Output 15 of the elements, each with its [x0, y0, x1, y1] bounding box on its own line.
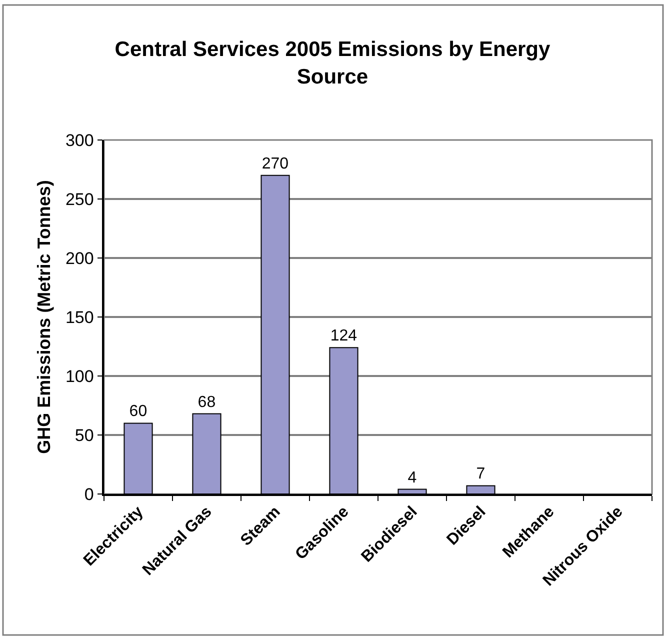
chart-title: Central Services 2005 Emissions by Energy Source — [114, 38, 551, 88]
y-tick-label: 100 — [65, 366, 94, 386]
data-label: 68 — [198, 394, 216, 411]
y-axis-title: GHG Emissions (Metric Tonnes) — [34, 180, 54, 454]
data-label: 4 — [408, 469, 417, 486]
y-tick-label: 300 — [65, 130, 94, 150]
y-tick-label: 150 — [65, 308, 94, 327]
data-label: 270 — [262, 155, 289, 172]
data-label: 7 — [476, 466, 486, 483]
y-tick-label: 250 — [65, 190, 94, 209]
y-tick-label: 50 — [74, 426, 94, 445]
data-label: 60 — [129, 403, 148, 420]
y-tick-label: 0 — [84, 484, 94, 504]
y-tick-label: 200 — [65, 248, 94, 268]
data-label: 124 — [330, 328, 358, 345]
